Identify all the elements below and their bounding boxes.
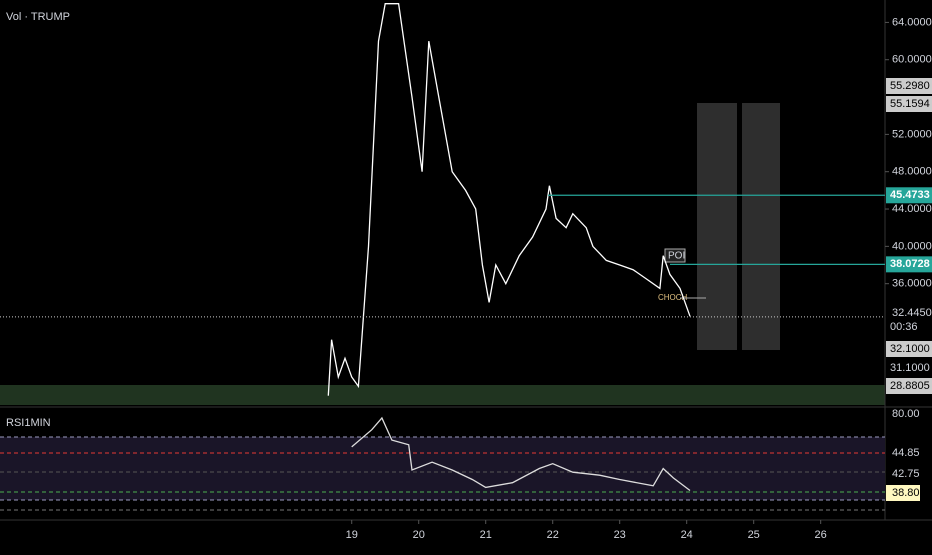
volume-label: Vol · TRUMP	[6, 11, 70, 23]
price-line	[327, 3, 691, 396]
poi-label: POI	[668, 251, 685, 262]
x-tick-label: 26	[815, 529, 827, 541]
x-tick-label: 22	[547, 529, 559, 541]
y-tick-label: 36.0000	[892, 278, 932, 290]
y-tick-label: 52.0000	[892, 128, 932, 140]
price-tag: 38.0728	[890, 258, 930, 270]
y-tick-label: 40.0000	[892, 240, 932, 252]
rsi-tag: 42.75	[892, 468, 920, 480]
rsi-tag: 38.80	[892, 487, 920, 499]
last-price: 32.4450	[892, 307, 932, 319]
price-tag-bg	[886, 187, 932, 204]
price-tag-bg	[886, 96, 932, 112]
poi-box	[664, 248, 686, 263]
price-tag-bg	[886, 78, 932, 94]
rsi-tag: 80.00	[892, 408, 920, 420]
x-tick-label: 19	[346, 529, 358, 541]
price-tag: 31.1000	[890, 362, 930, 374]
rsi-band	[0, 437, 885, 500]
price-tag: 55.1594	[890, 98, 930, 110]
choch-label: CHOCH	[658, 293, 688, 302]
rsi-label: RSI1MIN	[6, 417, 51, 429]
price-tag-bg	[886, 341, 932, 357]
volume-band	[0, 385, 885, 405]
x-tick-label: 21	[480, 529, 492, 541]
price-tag: 45.4733	[890, 189, 930, 201]
x-tick-label: 25	[748, 529, 760, 541]
x-tick-label: 23	[614, 529, 626, 541]
price-tag: 00:36	[890, 321, 918, 333]
x-tick-label: 24	[681, 529, 693, 541]
y-tick-label: 64.0000	[892, 16, 932, 28]
price-line	[351, 416, 691, 492]
rsi-tag-bg	[886, 485, 920, 501]
y-tick-label: 44.0000	[892, 203, 932, 215]
position-box	[742, 103, 780, 350]
position-box	[697, 103, 737, 350]
x-tick-label: 20	[413, 529, 425, 541]
y-tick-label: 48.0000	[892, 166, 932, 178]
price-tag-bg	[886, 378, 932, 394]
price-tag-bg	[886, 256, 932, 273]
y-tick-label: 60.0000	[892, 54, 932, 66]
rsi-tag: 44.85	[892, 447, 920, 459]
price-tag: 55.2980	[890, 80, 930, 92]
price-tag: 28.8805	[890, 380, 930, 392]
price-tag: 32.1000	[890, 343, 930, 355]
